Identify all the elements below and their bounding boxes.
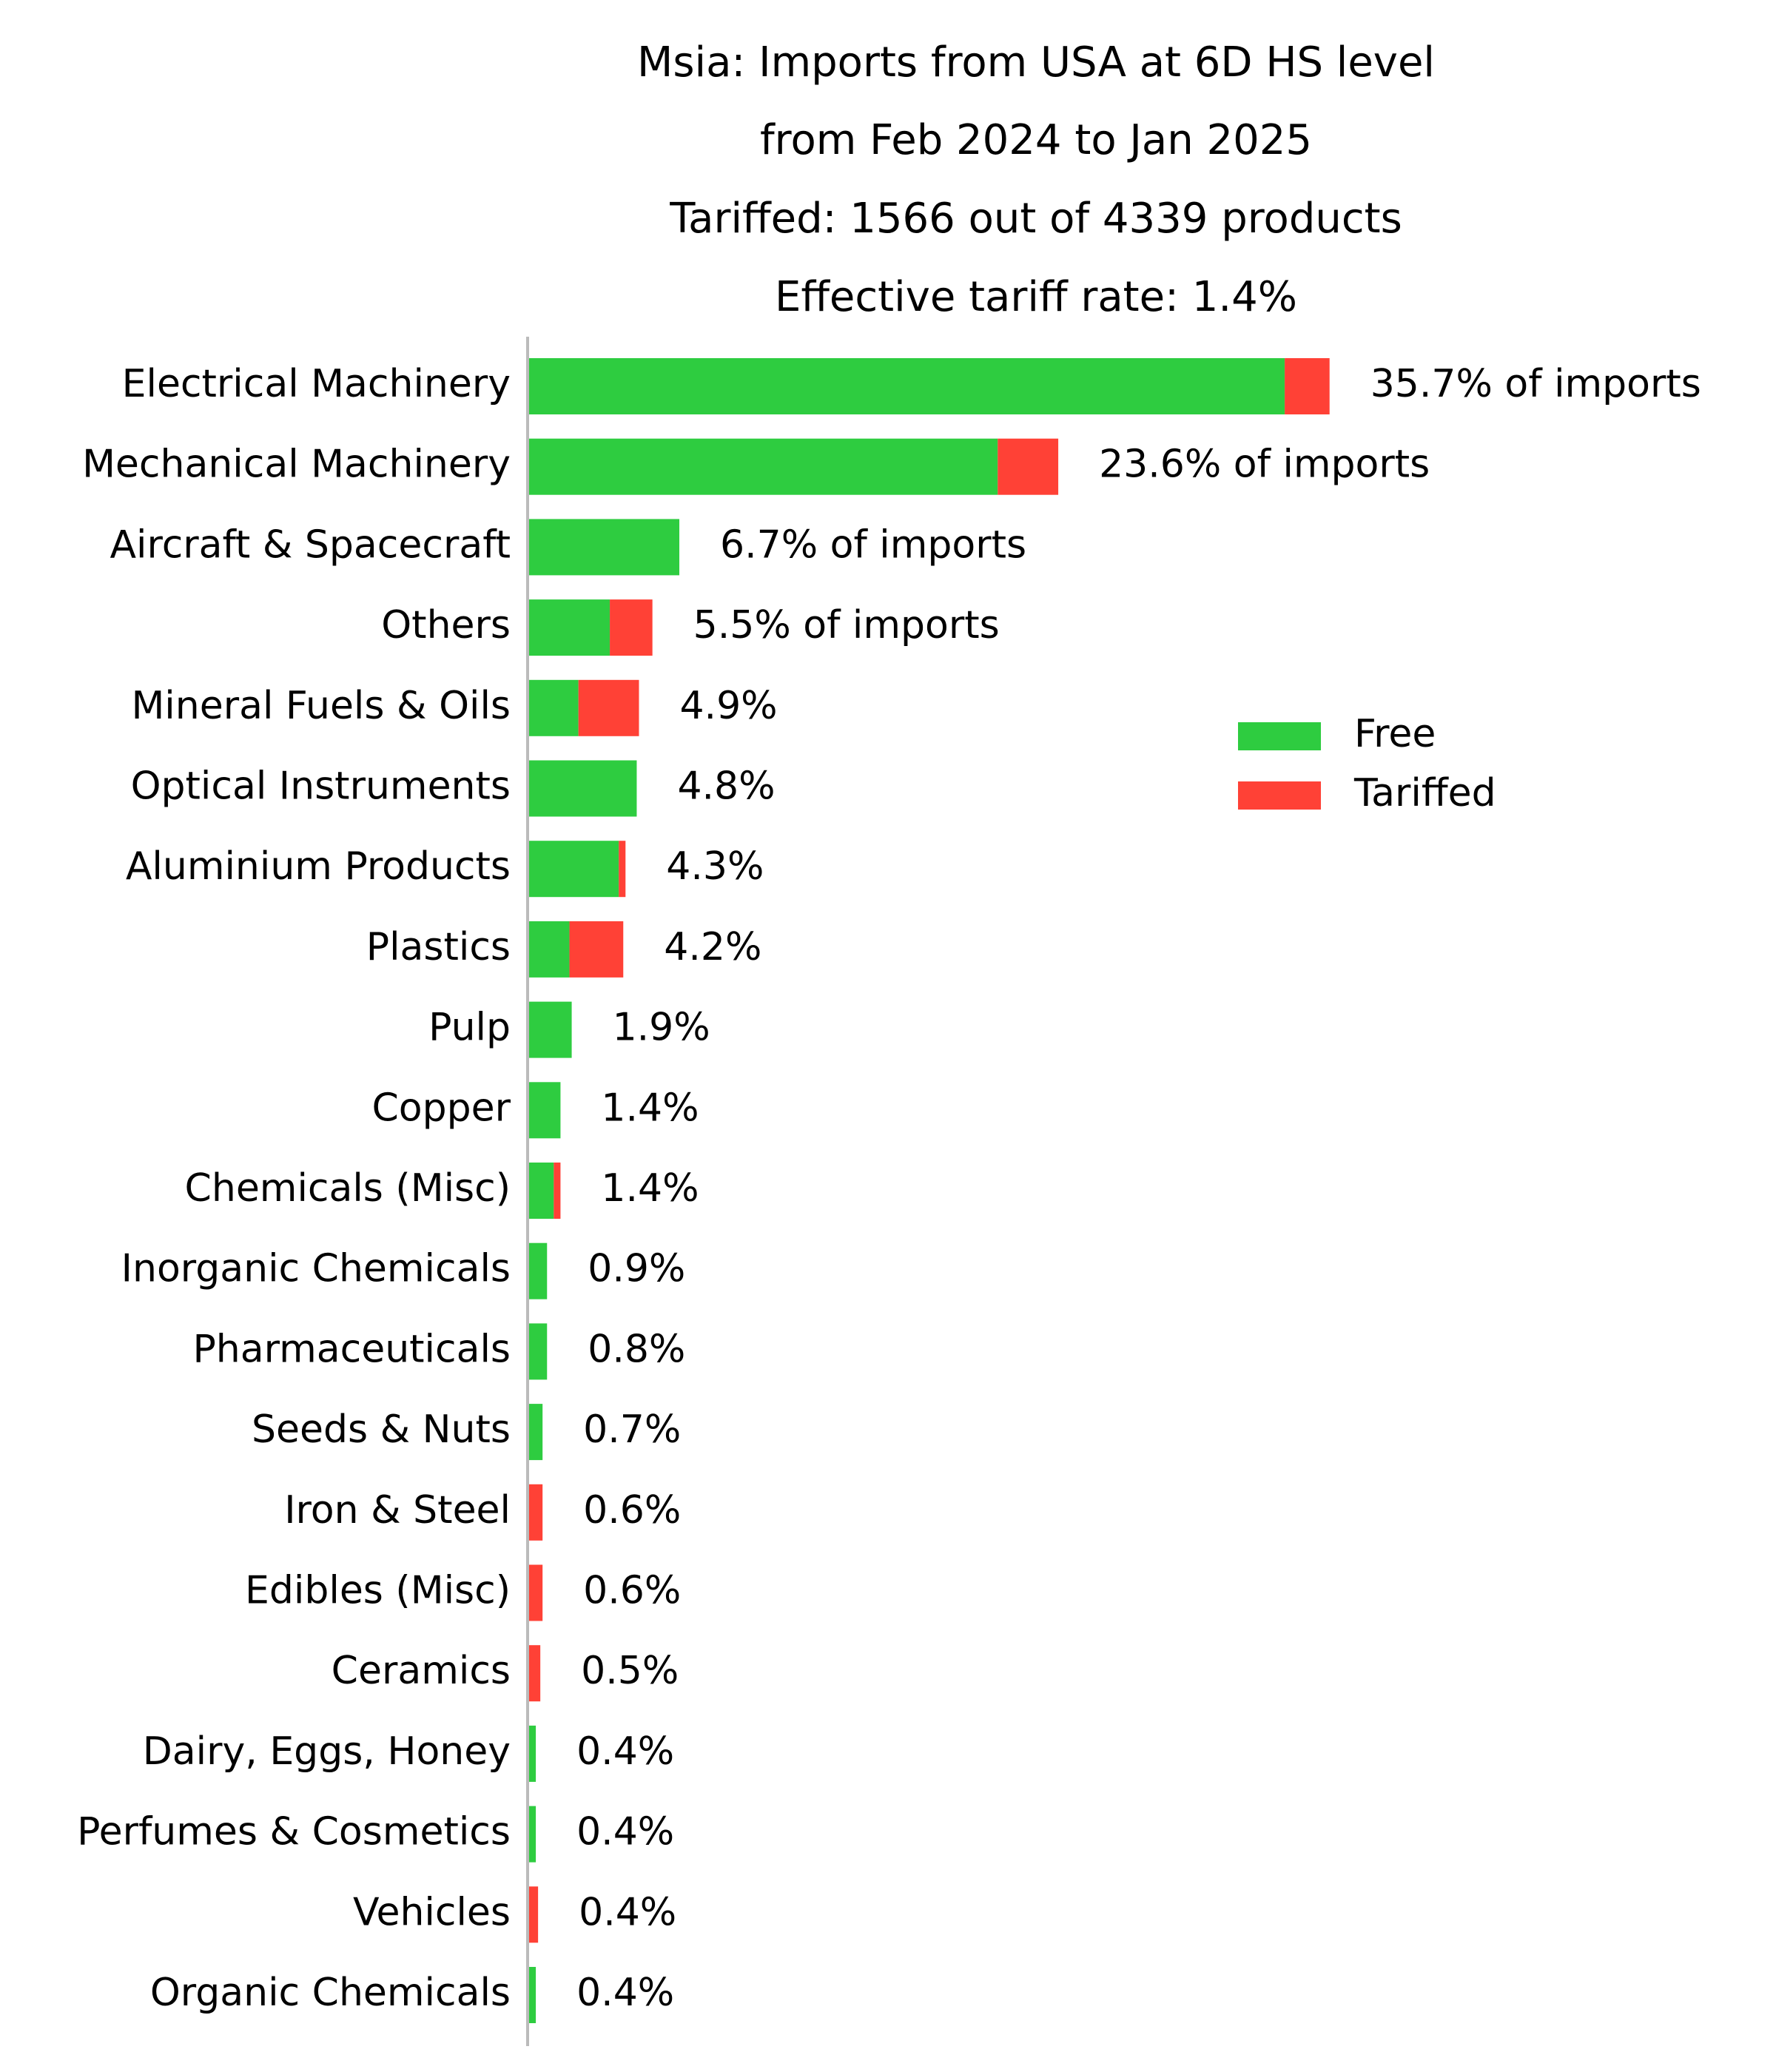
bar-segment-tariffed (578, 679, 639, 736)
bar-segment-free (529, 841, 619, 898)
legend-swatch-tariffed (1238, 781, 1321, 810)
data-label: 0.4% (576, 1810, 674, 1854)
data-label: 0.5% (581, 1649, 679, 1693)
category-label: Plastics (366, 925, 511, 969)
bar-segment-free (529, 921, 570, 978)
legend-swatch-free (1238, 722, 1321, 750)
legend-label: Tariffed (1353, 771, 1496, 815)
data-label: 5.5% of imports (693, 603, 1000, 648)
legend: Free Tariffed (1238, 712, 1496, 815)
chart-title-line: from Feb 2024 to Jan 2025 (760, 116, 1312, 164)
chart-title-line: Msia: Imports from USA at 6D HS level (637, 38, 1435, 87)
bar-segment-tariffed (529, 1886, 539, 1943)
bar-segment-free (529, 519, 680, 576)
bar-segment-free (529, 438, 998, 495)
data-label: 0.6% (583, 1569, 681, 1613)
category-label: Iron & Steel (284, 1488, 511, 1533)
category-label: Mechanical Machinery (82, 443, 511, 487)
data-label: 0.8% (588, 1327, 685, 1371)
category-label: Organic Chemicals (150, 1971, 511, 2015)
bar-segment-free (529, 1404, 543, 1461)
data-label: 4.3% (666, 844, 764, 889)
bar-segment-free (529, 599, 610, 656)
bar-segment-tariffed (554, 1163, 561, 1219)
data-label: 6.7% of imports (720, 522, 1026, 567)
category-label: Optical Instruments (131, 764, 511, 809)
data-label: 23.6% of imports (1099, 443, 1430, 487)
bar-segment-free (529, 1806, 536, 1863)
data-label: 0.7% (583, 1407, 681, 1452)
bar-segment-free (529, 1323, 548, 1380)
data-label: 0.9% (588, 1247, 685, 1291)
bar-segment-free (529, 1082, 561, 1139)
chart-title-line: Tariffed: 1566 out of 4339 products (669, 195, 1402, 243)
data-label: 0.4% (576, 1729, 674, 1774)
category-label: Pulp (428, 1006, 511, 1050)
data-label: 0.6% (583, 1488, 681, 1533)
category-label: Seeds & Nuts (252, 1407, 511, 1452)
bar-segment-free (529, 1001, 572, 1058)
bar-segment-free (529, 1725, 536, 1782)
category-label: Inorganic Chemicals (121, 1247, 511, 1291)
data-label: 4.8% (677, 764, 775, 809)
category-label: Perfumes & Cosmetics (77, 1810, 511, 1854)
data-label: 4.9% (679, 684, 777, 728)
category-label: Electrical Machinery (122, 362, 511, 406)
bar-segment-free (529, 679, 579, 736)
bar-segment-free (529, 1242, 548, 1299)
chart-title: Msia: Imports from USA at 6D HS level fro… (637, 38, 1435, 321)
data-label: 35.7% of imports (1370, 362, 1701, 406)
category-label: Pharmaceuticals (192, 1327, 511, 1371)
bar-segment-free (529, 358, 1285, 414)
data-label: 1.4% (601, 1086, 699, 1130)
bar-segment-tariffed (529, 1645, 541, 1702)
bar-segment-tariffed (529, 1484, 543, 1541)
category-label: Aircraft & Spacecraft (110, 522, 511, 567)
data-label: 1.9% (613, 1006, 710, 1050)
data-label: 0.4% (576, 1971, 674, 2015)
bar-segment-tariffed (610, 599, 653, 656)
category-label: Chemicals (Misc) (185, 1166, 511, 1211)
data-label: 1.4% (601, 1166, 699, 1211)
bar-segment-tariffed (998, 438, 1059, 495)
bar-segment-free (529, 1163, 554, 1219)
bar-segment-tariffed (619, 841, 626, 898)
data-label: 4.2% (664, 925, 761, 969)
bar-segment-free (529, 760, 637, 817)
chart-title-line: Effective tariff rate: 1.4% (775, 273, 1297, 321)
category-labels: Electrical Machinery Mechanical Machinery… (77, 362, 511, 2015)
category-label: Vehicles (353, 1890, 511, 1934)
category-label: Dairy, Eggs, Honey (143, 1729, 511, 1774)
category-label: Others (381, 603, 511, 648)
category-label: Aluminium Products (126, 844, 511, 889)
bar-segment-tariffed (529, 1564, 543, 1621)
category-label: Ceramics (332, 1649, 511, 1693)
legend-label: Free (1354, 712, 1436, 756)
category-label: Copper (371, 1086, 511, 1130)
bar-segment-tariffed (1285, 358, 1330, 414)
data-label: 0.4% (579, 1890, 676, 1934)
bars (529, 358, 1330, 2023)
category-label: Mineral Fuels & Oils (131, 684, 511, 728)
bar-segment-free (529, 1967, 536, 2023)
bar-segment-tariffed (569, 921, 624, 978)
category-label: Edibles (Misc) (245, 1569, 511, 1613)
value-labels: 35.7% of imports 23.6% of imports 6.7% of … (576, 362, 1701, 2015)
